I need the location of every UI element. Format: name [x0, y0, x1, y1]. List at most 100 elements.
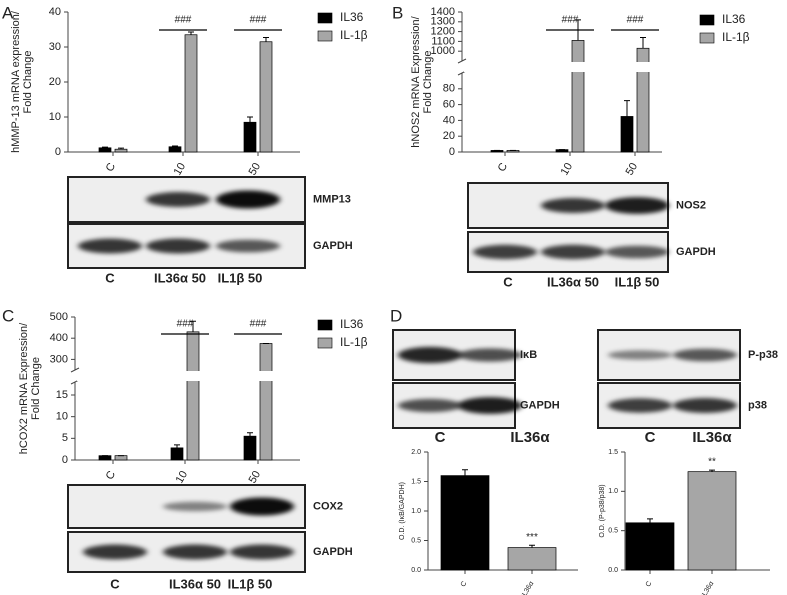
y-tick-label: 30: [49, 41, 61, 53]
y-tick-label: 1200: [431, 26, 455, 38]
blot-band: [398, 346, 462, 364]
x-tick-label: C: [645, 580, 654, 588]
x-tick-label: C: [460, 580, 469, 588]
y-tick-label: 0.0: [608, 567, 618, 574]
panel-letter: D: [390, 306, 402, 325]
blot-band: [605, 245, 669, 259]
y-axis-label: hCOX2 mRNA Expression/: [18, 322, 30, 454]
lane-label: IL36α: [692, 429, 732, 446]
y-tick-label: 1.0: [608, 488, 618, 495]
axis-break: [457, 58, 467, 64]
x-tick-label: 50: [624, 161, 641, 178]
blot-band: [605, 197, 669, 214]
blot-label: p38: [748, 399, 767, 411]
y-tick-label: 0: [449, 146, 455, 158]
break-gap: [464, 62, 664, 72]
bar: [571, 40, 585, 153]
legend-label: IL-1β: [340, 28, 368, 42]
blot-band: [230, 497, 294, 516]
blot-band: [608, 350, 672, 360]
blot-band: [83, 544, 147, 560]
bar: [259, 41, 273, 153]
y-tick-label: 0.0: [411, 567, 421, 574]
lane-label: IL1β 50: [228, 576, 273, 591]
error-bar: [640, 36, 646, 49]
y-tick-label: 500: [50, 311, 68, 323]
blot-band: [216, 190, 280, 209]
error-bar: [190, 320, 196, 332]
bar: [186, 331, 200, 461]
blot-band: [541, 244, 605, 260]
blot-label: GAPDH: [676, 246, 716, 258]
y-tick-label: 20: [49, 76, 61, 88]
bar: [620, 116, 634, 153]
error-bar: [647, 518, 653, 523]
lane-label: C: [105, 270, 115, 285]
x-tick-label: 10: [172, 161, 189, 178]
blot-band: [473, 244, 537, 260]
bar: [259, 343, 273, 461]
blot-band: [216, 239, 280, 253]
y-tick-label: 0.5: [608, 528, 618, 535]
y-axis-label: Fold Change: [422, 51, 434, 114]
y-axis-label: O.D. (IκB/GAPDH): [399, 482, 406, 540]
y-tick-label: 5: [62, 432, 68, 444]
y-tick-label: 60: [443, 99, 455, 111]
legend-label: IL36: [340, 317, 364, 331]
lane-label: IL36α 50: [169, 576, 221, 591]
blot-label: GAPDH: [313, 546, 353, 558]
significance-mark: **: [708, 457, 716, 468]
y-tick-label: 1400: [431, 6, 455, 18]
lane-label: IL36α 50: [154, 270, 206, 285]
error-bar: [102, 146, 108, 148]
blot-band: [458, 348, 522, 362]
axis-break: [70, 367, 80, 373]
lane-label: C: [645, 429, 656, 446]
lane-label: IL36α 50: [547, 274, 599, 289]
y-tick-label: 300: [50, 353, 68, 365]
panel-letter: A: [2, 3, 14, 22]
y-axis-label: Fold Change: [30, 357, 42, 420]
blot-label: GAPDH: [520, 399, 560, 411]
error-bar: [247, 432, 253, 437]
blot-band: [163, 544, 227, 560]
blot-band: [78, 238, 142, 254]
error-bar: [263, 37, 269, 42]
error-bar: [118, 147, 124, 150]
blot-label: P-p38: [748, 349, 778, 361]
blot-band: [146, 238, 210, 254]
y-tick-label: 0: [55, 146, 61, 158]
error-bar: [188, 31, 194, 35]
significance-mark: ***: [526, 532, 538, 543]
y-tick-label: 1.5: [411, 478, 421, 485]
y-tick-label: 1000: [431, 45, 455, 57]
break-gap: [77, 371, 302, 381]
legend-swatch: [317, 319, 333, 331]
bar: [687, 471, 737, 571]
x-tick-label: 10: [174, 469, 191, 486]
x-tick-label: C: [104, 161, 118, 174]
error-bar: [172, 145, 178, 147]
y-tick-label: 0: [62, 454, 68, 466]
lane-label: IL1β 50: [218, 270, 263, 285]
blot-band: [608, 398, 672, 413]
bar: [170, 447, 184, 461]
legend-swatch: [699, 14, 715, 26]
y-tick-label: 15: [56, 389, 68, 401]
significance-mark: ###: [627, 15, 644, 26]
lane-label: C: [110, 576, 120, 591]
blot-band: [458, 397, 522, 414]
error-bar: [529, 544, 535, 548]
bar: [625, 522, 675, 571]
blot-band: [398, 398, 462, 413]
y-tick-label: 40: [443, 114, 455, 126]
error-bar: [462, 469, 468, 476]
significance-mark: ###: [562, 15, 579, 26]
bar: [98, 455, 112, 461]
blot-band: [541, 198, 605, 213]
y-tick-label: 400: [50, 332, 68, 344]
bar: [114, 455, 128, 461]
blot-label: COX2: [313, 500, 343, 512]
error-bar: [247, 116, 253, 123]
x-tick-label: 50: [247, 469, 264, 486]
